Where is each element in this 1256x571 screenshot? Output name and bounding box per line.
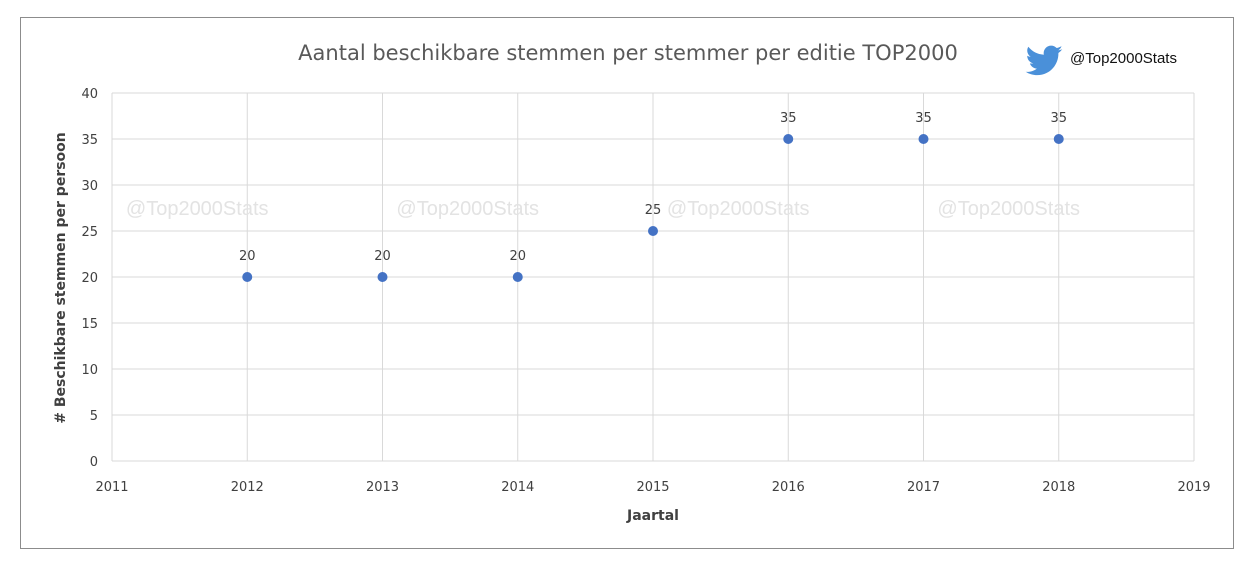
- x-tick-label: 2019: [1177, 480, 1210, 495]
- chart: @Top2000Stats @Top2000Stats @Top2000Stats @…: [53, 41, 1211, 524]
- watermark-text: @Top2000Stats: [937, 198, 1080, 220]
- x-tick-label: 2018: [1042, 480, 1075, 495]
- watermark-text: @Top2000Stats: [126, 198, 269, 220]
- watermark-text: @Top2000Stats: [667, 198, 810, 220]
- data-point-2017: [918, 134, 929, 144]
- data-label-2018: 35: [1050, 111, 1067, 126]
- data-labels: 20 20 20 25 35 35 35: [239, 111, 1067, 264]
- twitter-bird-icon: [1025, 45, 1063, 76]
- gridlines: [111, 92, 1195, 462]
- chart-title: Aantal beschikbare stemmen per stemmer p…: [298, 41, 958, 65]
- data-point-2013: [377, 272, 388, 282]
- data-label-2017: 35: [915, 111, 932, 126]
- y-tick-label: 15: [81, 317, 98, 332]
- data-point-2012: [242, 272, 253, 282]
- data-label-2013: 20: [374, 249, 391, 264]
- data-label-2014: 20: [509, 249, 526, 264]
- watermark-text: @Top2000Stats: [396, 198, 539, 220]
- y-axis-title: # Beschikbare stemmen per persoon: [53, 132, 69, 424]
- x-tick-label: 2016: [772, 480, 805, 495]
- y-tick-label: 35: [81, 133, 98, 148]
- x-tick-label: 2013: [366, 480, 399, 495]
- data-point-2018: [1053, 134, 1064, 144]
- twitter-handle: @Top2000Stats: [1070, 50, 1177, 67]
- x-tick-label: 2015: [636, 480, 669, 495]
- data-point-2014: [512, 272, 523, 282]
- tick-labels: 0 5 10 15 20 25 30 35 40 2011 2012 2013 2014 2015 2016…: [81, 87, 1210, 495]
- x-axis-title: Jaartal: [626, 508, 679, 524]
- data-label-2012: 20: [239, 249, 256, 264]
- data-label-2016: 35: [780, 111, 797, 126]
- y-tick-label: 25: [81, 225, 98, 240]
- x-tick-label: 2011: [95, 480, 128, 495]
- x-tick-label: 2014: [501, 480, 534, 495]
- data-points: [242, 134, 1064, 282]
- y-tick-label: 10: [81, 363, 98, 378]
- twitter-bird-shape: [1025, 45, 1063, 76]
- chart-frame: @Top2000Stats @Top2000Stats @Top2000Stats @…: [20, 17, 1234, 549]
- data-point-2016: [783, 134, 794, 144]
- data-label-2015: 25: [645, 203, 662, 218]
- x-tick-label: 2017: [907, 480, 940, 495]
- y-tick-label: 20: [81, 271, 98, 286]
- y-tick-label: 5: [90, 409, 98, 424]
- y-tick-label: 0: [90, 455, 98, 470]
- y-tick-label: 40: [81, 87, 98, 102]
- y-tick-label: 30: [81, 179, 98, 194]
- watermarks: @Top2000Stats @Top2000Stats @Top2000Stats @…: [126, 198, 1080, 220]
- data-point-2015: [648, 226, 658, 236]
- x-tick-label: 2012: [231, 480, 264, 495]
